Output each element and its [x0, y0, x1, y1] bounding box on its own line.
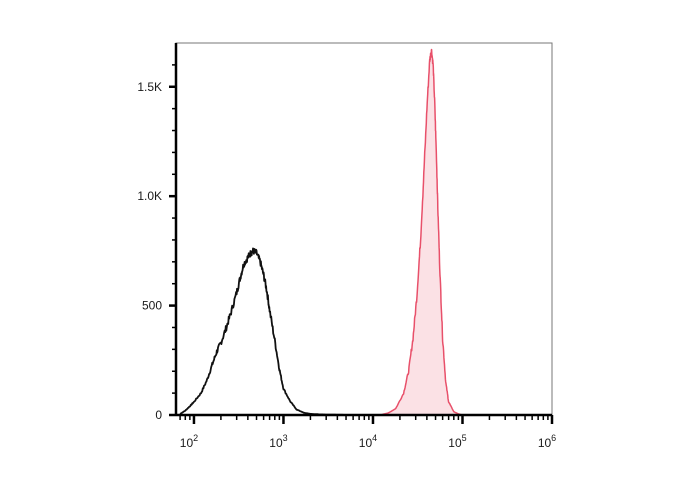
- series-1-line: [379, 48, 463, 416]
- x-tick-label: 106: [538, 433, 556, 450]
- series-layer: [179, 48, 463, 416]
- y-tick-label: 500: [142, 299, 162, 313]
- series-0-line: [179, 247, 354, 416]
- axis-layer: 0 500 1.0K 1.5K 102 103 104 105 106: [137, 43, 556, 450]
- y-tick-label: 1.0K: [137, 189, 162, 203]
- x-tick-label: 105: [448, 433, 466, 450]
- y-tick-label: 1.5K: [137, 80, 162, 94]
- x-tick-label: 104: [359, 433, 377, 450]
- y-tick-label: 0: [155, 408, 162, 422]
- x-tick-label: 102: [180, 433, 198, 450]
- plot-frame: [175, 42, 553, 416]
- x-tick-label: 103: [269, 433, 287, 450]
